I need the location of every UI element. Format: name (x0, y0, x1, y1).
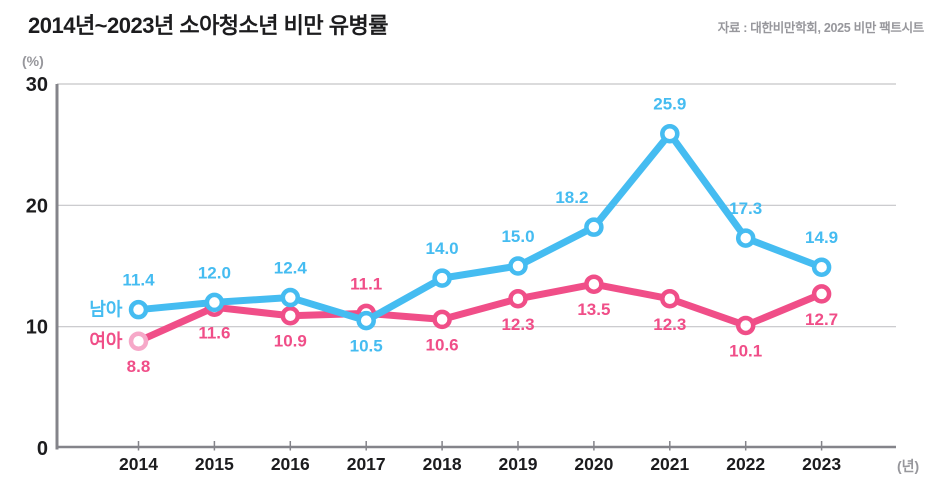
source-credit: 자료 : 대한비만학회, 2025 비만 팩트시트 (717, 21, 925, 35)
boys-data-point-marker (204, 292, 225, 313)
x-unit-label: (년) (897, 458, 919, 474)
boys-value-label: 15.0 (501, 227, 534, 246)
boys-data-point-marker (508, 256, 528, 276)
girls-series-inline-label: 여아 (89, 331, 123, 351)
y-tick-label: 10 (26, 317, 48, 339)
girls-value-label: 13.5 (577, 300, 610, 319)
boys-data-point-marker (735, 228, 756, 248)
x-tick-label: 2021 (650, 454, 689, 474)
y-tick-label: 30 (26, 74, 48, 96)
boys-value-label: 14.9 (805, 228, 838, 247)
boys-value-label: 12.0 (198, 263, 231, 282)
x-tick-label: 2016 (271, 454, 310, 474)
page-title: 2014년~2023년 소아청소년 비만 유병률 (28, 13, 388, 38)
girls-data-point-marker (128, 331, 149, 351)
boys-value-label: 25.9 (653, 95, 686, 114)
girls-value-label: 10.9 (274, 332, 307, 351)
x-tick-label: 2023 (802, 454, 841, 474)
boys-value-label: 11.4 (122, 271, 155, 290)
boys-value-label: 10.5 (350, 337, 383, 356)
girls-data-point-marker (432, 309, 452, 330)
girls-value-label: 12.3 (501, 315, 534, 334)
boys-value-label: 14.0 (426, 239, 459, 258)
girls-value-label: 8.8 (127, 357, 151, 376)
boys-data-point-marker (280, 287, 301, 308)
boys-data-point-marker (432, 268, 452, 288)
y-tick-label: 0 (37, 438, 48, 460)
boys-value-label: 12.4 (274, 259, 308, 278)
girls-value-label: 10.1 (729, 341, 762, 360)
boys-value-label: 17.3 (729, 199, 762, 218)
boys-series-line (135, 130, 826, 325)
x-tick-label: 2020 (574, 454, 613, 474)
girls-data-point-marker (811, 284, 832, 304)
x-tick-label: 2014 (119, 454, 158, 474)
boys-data-point-marker (811, 257, 832, 277)
girls-data-point-marker (660, 289, 680, 309)
x-tick-label: 2019 (499, 454, 538, 474)
girls-value-label: 11.1 (350, 274, 382, 293)
girls-data-point-marker (584, 274, 604, 294)
boys-value-label: 18.2 (555, 188, 588, 207)
x-tick-label: 2015 (195, 454, 234, 474)
girls-series-line (135, 280, 826, 345)
boys-data-point-marker (128, 299, 149, 320)
girls-value-label: 12.3 (653, 315, 686, 334)
girls-value-label: 10.6 (426, 335, 459, 354)
girls-data-point-marker (280, 305, 301, 326)
y-unit-label: (%) (22, 53, 44, 69)
boys-data-point-marker (356, 310, 376, 331)
x-tick-label: 2022 (726, 454, 765, 474)
girls-value-label: 12.7 (805, 310, 838, 329)
boys-data-point-marker (584, 217, 604, 237)
boys-series-inline-label: 남아 (89, 300, 123, 320)
y-tick-label: 20 (26, 195, 48, 217)
girls-data-point-marker (735, 315, 756, 336)
x-tick-label: 2018 (423, 454, 462, 474)
x-tick-label: 2017 (347, 454, 386, 474)
girls-value-label: 11.6 (198, 323, 230, 342)
girls-data-point-marker (508, 289, 528, 309)
boys-data-point-marker (660, 123, 680, 144)
